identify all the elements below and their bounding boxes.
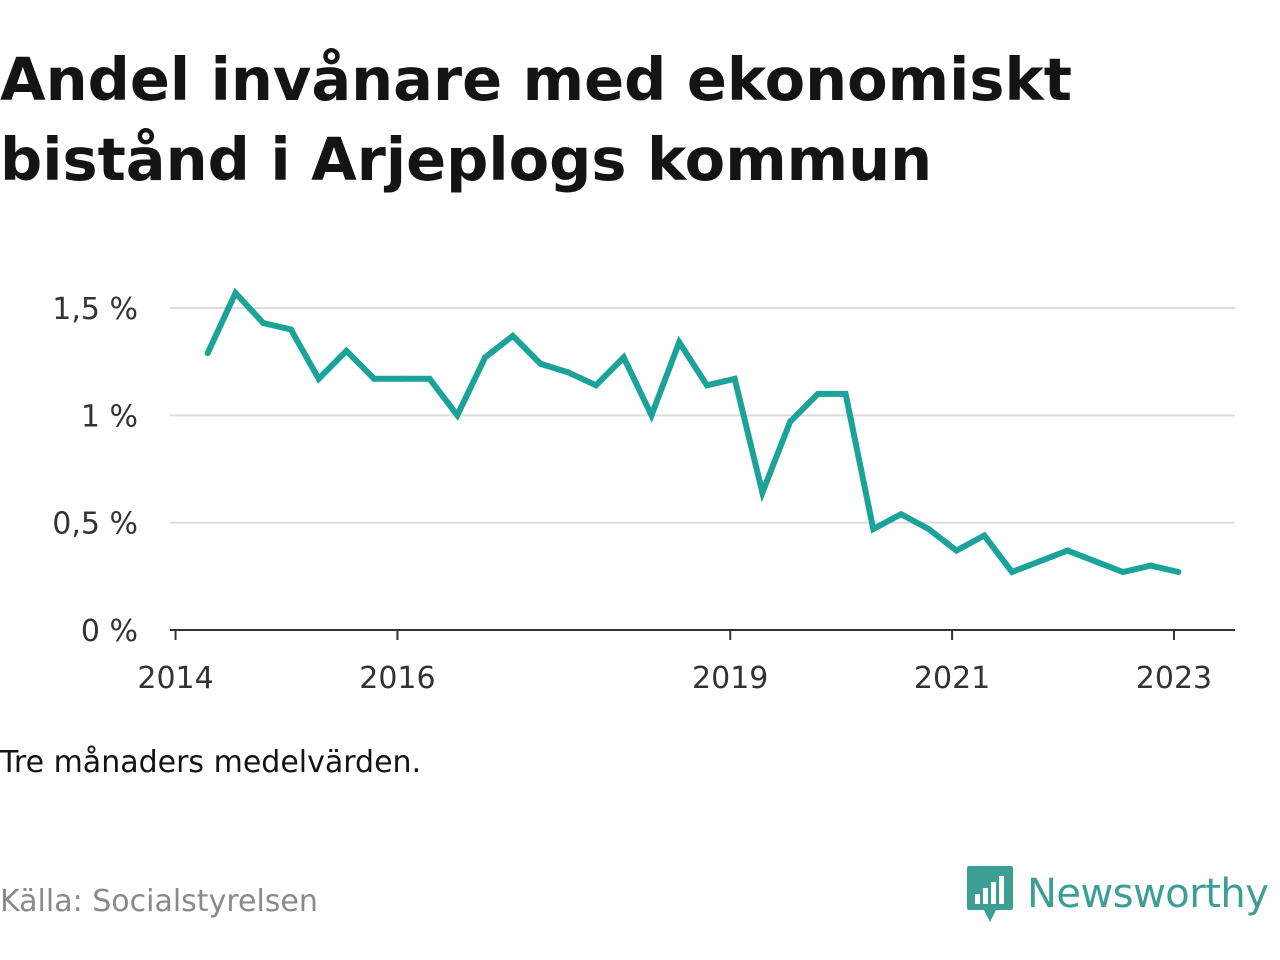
data-point [953,547,960,554]
x-tick-label: 2019 [692,661,768,696]
brand-name: Newsworthy [1027,871,1269,917]
data-point [1092,558,1099,565]
data-point [1064,547,1071,554]
data-point [676,339,683,346]
data-point [260,320,267,326]
data-point [870,526,877,533]
data-point [398,375,405,382]
data-point [454,412,461,419]
data-point [315,375,322,382]
grid-lines [170,307,1235,524]
series-line [204,287,1180,576]
y-tick-label: 1 % [81,399,138,434]
data-point [537,360,544,367]
data-point [1036,558,1043,565]
y-axis-tick-labels: 0 % 0,5 % 1 % 1,5 % [52,292,138,649]
data-point [343,347,350,354]
data-point [814,390,821,397]
source-label: Källa: Socialstyrelsen [0,884,318,919]
x-tick-label: 2021 [914,661,990,696]
data-point [648,412,655,419]
data-point [981,532,988,539]
data-point [509,332,516,339]
y-tick-label: 1,5 % [52,292,138,327]
data-point [1009,569,1015,575]
x-tick-label: 2014 [137,661,213,696]
data-point [287,326,294,333]
data-point [925,526,932,533]
data-point [593,382,599,389]
x-axis-ticks: 2014 2016 2019 2021 2023 [137,630,1212,696]
data-point [371,375,378,382]
data-point [1147,562,1154,569]
data-point [565,369,572,376]
x-tick-label: 2016 [359,661,435,696]
x-tick-label: 2023 [1136,661,1212,696]
data-point [898,511,905,518]
data-point [620,354,627,361]
data-point [787,418,794,425]
data-point [703,382,710,389]
data-point [482,354,489,361]
data-point [759,489,766,496]
data-point [1120,569,1126,575]
page-title: Andel invånare med ekonomiskt bistånd i … [0,40,1270,200]
chart-note: Tre månaders medelvärden. [0,745,422,780]
data-point [232,290,239,296]
line-chart: 0 % 0,5 % 1 % 1,5 % 2014 2016 2019 2021 2023 [52,287,1235,696]
newsworthy-logo-icon [967,866,1013,922]
data-point [426,375,433,382]
data-points [204,290,1182,575]
data-point [204,350,211,357]
y-tick-label: 0,5 % [52,507,138,542]
title-line-1: Andel invånare med ekonomiskt [0,45,1072,114]
data-point [842,390,849,397]
data-point [1175,569,1182,575]
title-line-2: bistånd i Arjeplogs kommun [0,125,933,194]
brand-logo: Newsworthy [965,862,1269,926]
data-point [731,375,738,382]
y-tick-label: 0 % [81,614,138,649]
